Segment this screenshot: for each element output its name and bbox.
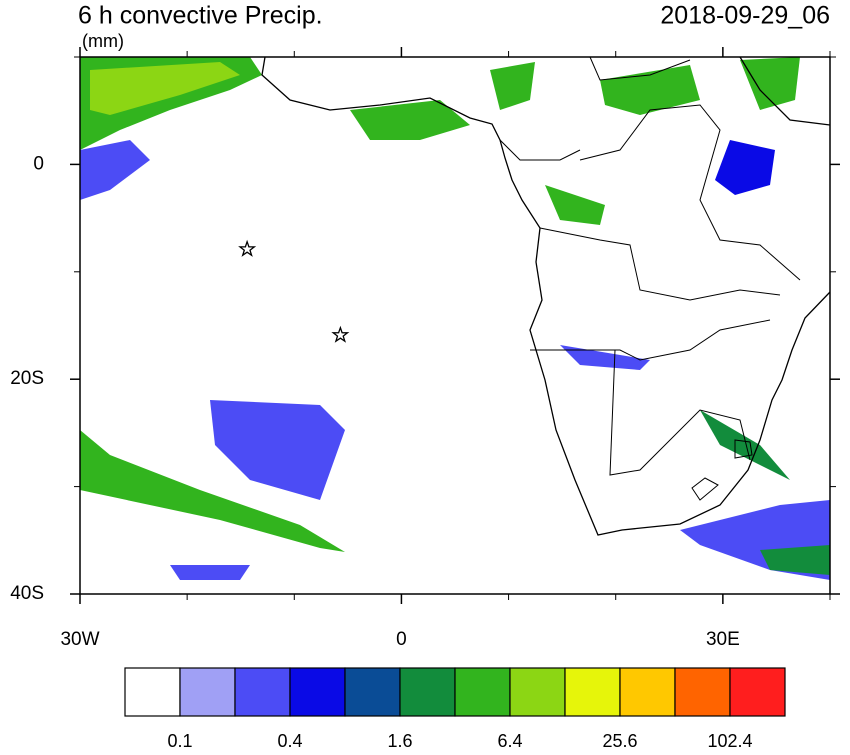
colorbar-box [179,667,236,717]
colorbar-box [509,667,566,717]
colorbar-label: 0.4 [277,731,302,750]
star-marker [238,239,257,257]
colorbar-box [674,667,731,717]
precip-area [350,100,470,140]
colorbar-box [619,667,676,717]
precip-area [740,57,800,110]
precip-area [545,185,605,225]
star-marker [331,325,350,343]
y-tick-label: 20S [10,368,44,389]
y-tick-label: 40S [10,583,44,604]
precip-area [760,545,830,575]
coastline [261,56,831,536]
title: 6 h convective Precip. [78,2,323,30]
precip-field [80,57,830,580]
colorbar-label: 0.1 [167,731,192,750]
precip-area [90,62,240,115]
colorbar-label: 25.6 [602,731,637,750]
units: (mm) [82,31,124,51]
coastline [739,56,831,126]
colorbar-box [234,667,291,717]
colorbar-box [729,667,786,717]
colorbar-box [454,667,511,717]
x-tick-label: 30W [60,629,99,650]
colorbar-label: 102.4 [707,731,752,750]
date: 2018-09-29_06 [660,2,830,30]
x-tick-label: 30E [706,629,740,650]
colorbar-box [124,667,181,717]
precip-area [210,400,345,500]
colorbar-box [399,667,456,717]
precip-area [80,140,150,200]
precip-area [170,565,250,580]
y-tick-label: 0 [33,153,44,174]
border [499,56,801,501]
colorbar-box [289,667,346,717]
colorbar-label: 1.6 [387,731,412,750]
colorbar-box [564,667,621,717]
precip-area [600,65,700,115]
precip-area [560,345,650,370]
colorbar-box [344,667,401,717]
precip-area [490,62,535,110]
precip-area [700,410,790,480]
plot-frame [79,56,831,595]
x-tick-label: 0 [396,629,407,650]
colorbar-label: 6.4 [497,731,522,750]
precip-area [80,430,345,552]
precip-area [715,140,775,195]
